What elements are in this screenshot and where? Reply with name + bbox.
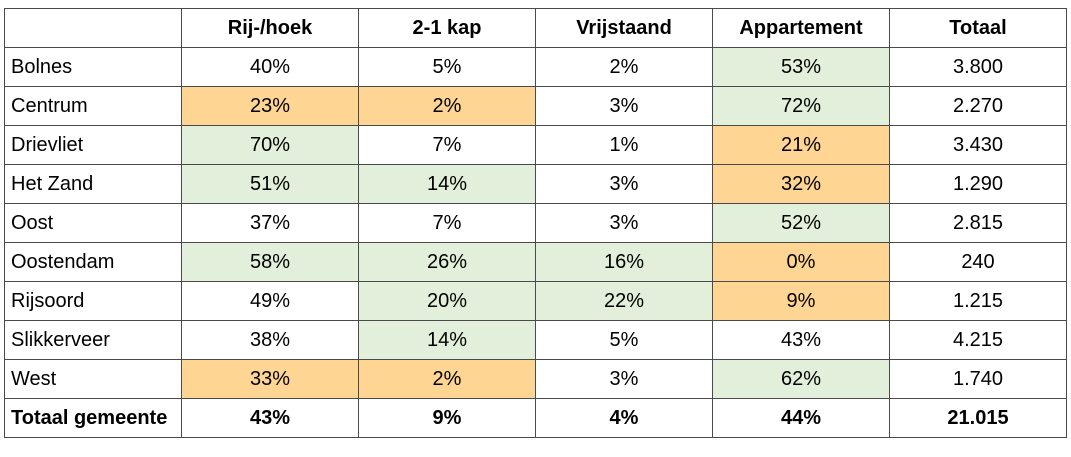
table-row: Het Zand 51% 14% 3% 32% 1.290 [4, 164, 1067, 204]
total-row-label: Totaal gemeente [4, 398, 182, 438]
table-cell: 5% [358, 47, 536, 87]
header-cell-vrijstaand: Vrijstaand [535, 8, 713, 48]
table-cell: 3.800 [889, 47, 1067, 87]
table-cell: 2.815 [889, 203, 1067, 243]
header-cell-totaal: Totaal [889, 8, 1067, 48]
table-cell: 22% [535, 281, 713, 321]
total-cell: 43% [181, 398, 359, 438]
row-label: Rijsoord [4, 281, 182, 321]
table-row: Centrum 23% 2% 3% 72% 2.270 [4, 86, 1067, 126]
housing-type-table: Rij-/hoek 2-1 kap Vrijstaand Appartement… [4, 8, 1067, 438]
table-cell: 9% [712, 281, 890, 321]
table-cell: 1% [535, 125, 713, 165]
table-cell: 240 [889, 242, 1067, 282]
table-cell: 2% [535, 47, 713, 87]
table-row: Slikkerveer 38% 14% 5% 43% 4.215 [4, 320, 1067, 360]
total-cell: 9% [358, 398, 536, 438]
table-cell: 2% [358, 86, 536, 126]
table-cell: 7% [358, 125, 536, 165]
table-cell: 1.215 [889, 281, 1067, 321]
table-cell: 72% [712, 86, 890, 126]
row-label: West [4, 359, 182, 399]
table-cell: 43% [712, 320, 890, 360]
header-cell-rij-hoek: Rij-/hoek [181, 8, 359, 48]
table-cell: 2% [358, 359, 536, 399]
table-cell: 3.430 [889, 125, 1067, 165]
table-cell: 62% [712, 359, 890, 399]
table-cell: 2.270 [889, 86, 1067, 126]
table-cell: 20% [358, 281, 536, 321]
total-cell: 44% [712, 398, 890, 438]
table-cell: 16% [535, 242, 713, 282]
row-label: Het Zand [4, 164, 182, 204]
table-cell: 3% [535, 86, 713, 126]
table-cell: 1.290 [889, 164, 1067, 204]
table-cell: 38% [181, 320, 359, 360]
row-label: Slikkerveer [4, 320, 182, 360]
table-row: Rijsoord 49% 20% 22% 9% 1.215 [4, 281, 1067, 321]
table-cell: 5% [535, 320, 713, 360]
table-cell: 23% [181, 86, 359, 126]
header-cell-appartement: Appartement [712, 8, 890, 48]
table-row: Bolnes 40% 5% 2% 53% 3.800 [4, 47, 1067, 87]
table-cell: 32% [712, 164, 890, 204]
row-label: Oost [4, 203, 182, 243]
row-label: Drievliet [4, 125, 182, 165]
table-cell: 14% [358, 164, 536, 204]
table-cell: 1.740 [889, 359, 1067, 399]
table-cell: 3% [535, 359, 713, 399]
table-cell: 26% [358, 242, 536, 282]
table-cell: 40% [181, 47, 359, 87]
table-cell: 49% [181, 281, 359, 321]
table-cell: 3% [535, 164, 713, 204]
table-cell: 70% [181, 125, 359, 165]
total-cell: 4% [535, 398, 713, 438]
row-label: Bolnes [4, 47, 182, 87]
table-cell: 37% [181, 203, 359, 243]
total-cell: 21.015 [889, 398, 1067, 438]
header-cell-corner [4, 8, 182, 48]
table-cell: 21% [712, 125, 890, 165]
table-row: Oostendam 58% 26% 16% 0% 240 [4, 242, 1067, 282]
total-row: Totaal gemeente 43% 9% 4% 44% 21.015 [4, 398, 1067, 438]
table-cell: 51% [181, 164, 359, 204]
table-cell: 52% [712, 203, 890, 243]
table-container: Rij-/hoek 2-1 kap Vrijstaand Appartement… [4, 8, 1067, 438]
table-cell: 3% [535, 203, 713, 243]
table-row: Drievliet 70% 7% 1% 21% 3.430 [4, 125, 1067, 165]
header-cell-2-1-kap: 2-1 kap [358, 8, 536, 48]
table-cell: 0% [712, 242, 890, 282]
table-cell: 14% [358, 320, 536, 360]
table-cell: 58% [181, 242, 359, 282]
row-label: Oostendam [4, 242, 182, 282]
table-row: West 33% 2% 3% 62% 1.740 [4, 359, 1067, 399]
table-cell: 4.215 [889, 320, 1067, 360]
table-cell: 53% [712, 47, 890, 87]
row-label: Centrum [4, 86, 182, 126]
table-cell: 7% [358, 203, 536, 243]
header-row: Rij-/hoek 2-1 kap Vrijstaand Appartement… [4, 8, 1067, 48]
table-cell: 33% [181, 359, 359, 399]
table-row: Oost 37% 7% 3% 52% 2.815 [4, 203, 1067, 243]
